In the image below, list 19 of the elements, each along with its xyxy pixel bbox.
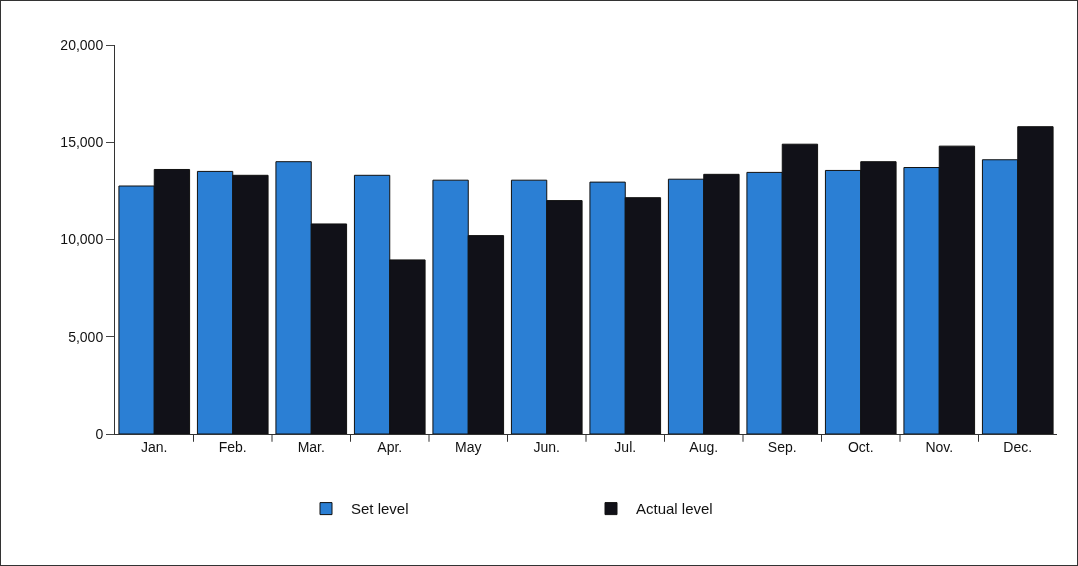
y-tick-label: 0 <box>95 425 104 442</box>
x-tick-label: Apr. <box>377 438 403 455</box>
y-tick-label: 15,000 <box>60 134 104 151</box>
y-tick-label: 5,000 <box>68 328 104 345</box>
legend-label: Set level <box>351 500 409 518</box>
x-tick-label: Dec. <box>1003 438 1033 455</box>
x-tick-label: Jun. <box>533 438 560 455</box>
y-tick-label: 10,000 <box>60 231 104 248</box>
y-tick-label: 20,000 <box>60 36 104 53</box>
x-tick-label: Nov. <box>925 438 954 455</box>
x-tick-label: Oct. <box>847 438 874 455</box>
legend-label: Actual level <box>636 500 713 518</box>
x-tick-label: Aug. <box>689 438 719 455</box>
x-tick-label: Mar. <box>297 438 325 455</box>
x-tick-label: Sep. <box>767 438 797 455</box>
x-tick-label: May <box>455 438 482 455</box>
x-tick-label: Feb. <box>218 438 247 455</box>
x-tick-label: Jan. <box>141 438 168 455</box>
x-tick-label: Jul. <box>614 438 637 455</box>
